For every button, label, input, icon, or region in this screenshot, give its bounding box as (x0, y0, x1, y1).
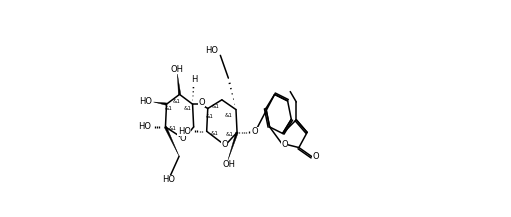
Polygon shape (153, 102, 167, 105)
Text: &1: &1 (212, 104, 220, 109)
Text: &1: &1 (205, 113, 214, 119)
Text: HO: HO (205, 46, 218, 56)
Text: OH: OH (171, 64, 184, 74)
Text: &1: &1 (172, 99, 180, 104)
Text: O: O (281, 140, 288, 149)
Text: HO: HO (139, 97, 152, 107)
Text: HO: HO (178, 127, 191, 136)
Text: &1: &1 (226, 132, 234, 137)
Text: HO: HO (137, 122, 151, 132)
Text: &1: &1 (165, 106, 173, 111)
Text: &1: &1 (184, 106, 192, 111)
Text: &1: &1 (169, 126, 176, 131)
Polygon shape (177, 74, 181, 95)
Text: O: O (180, 134, 187, 143)
Text: HO: HO (162, 175, 175, 184)
Text: O: O (198, 98, 205, 107)
Text: O: O (252, 127, 259, 136)
Text: O: O (313, 152, 319, 161)
Text: &1: &1 (225, 113, 233, 118)
Text: H: H (191, 75, 197, 84)
Text: OH: OH (222, 160, 236, 169)
Polygon shape (165, 127, 179, 156)
Polygon shape (228, 132, 238, 160)
Text: &1: &1 (211, 131, 219, 136)
Text: &1: &1 (184, 127, 192, 132)
Text: O: O (221, 140, 228, 150)
